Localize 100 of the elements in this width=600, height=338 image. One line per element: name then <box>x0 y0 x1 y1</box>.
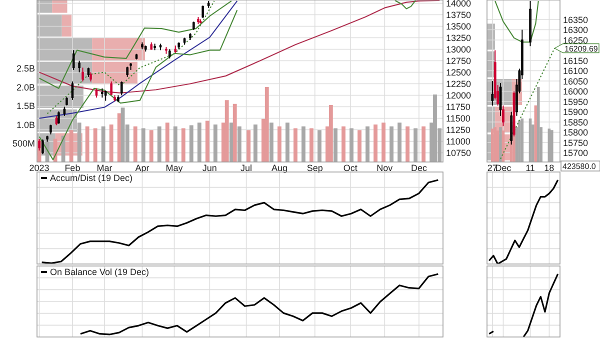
y-tick-label: 13750 <box>446 10 472 20</box>
bar <box>133 126 138 162</box>
y-tick-label: 15950 <box>563 96 588 107</box>
bar <box>165 122 170 162</box>
y-tick-label: 13500 <box>446 22 472 32</box>
x-tick-label: Jun <box>202 163 217 173</box>
bar <box>197 122 202 162</box>
bar <box>398 122 402 162</box>
y-tick-label: 15700 <box>563 148 588 158</box>
bar <box>213 124 218 162</box>
x-tick-label: Feb <box>64 163 80 173</box>
x-tick-label: Sep <box>306 163 323 173</box>
bar <box>173 126 178 162</box>
x-tick-label: 2023 <box>29 163 50 173</box>
bar <box>264 87 269 162</box>
bar <box>93 128 98 162</box>
candlestick <box>120 80 123 96</box>
bar <box>390 126 394 162</box>
text: 423580.0 <box>562 162 596 171</box>
y2-tick-label: 1.5B <box>16 101 35 112</box>
y-tick-label: 11250 <box>446 125 470 136</box>
x-tick-label: Apr <box>135 163 150 173</box>
candlestick <box>87 67 90 78</box>
bar <box>374 124 378 162</box>
y-tick-label: 16350 <box>563 14 588 25</box>
x-tick-label: Nov <box>376 163 394 173</box>
bar <box>141 128 146 162</box>
y2-tick-label: 2.5B <box>16 64 35 74</box>
x-tick-label: Aug <box>271 163 288 173</box>
candlestick <box>72 50 75 70</box>
candlestick <box>58 110 60 124</box>
legend-label: Accum/Dist (19 Dec) <box>50 173 133 183</box>
candlestick <box>491 80 494 106</box>
candlestick <box>90 72 92 82</box>
bar <box>149 130 154 162</box>
bar <box>422 126 426 162</box>
bar <box>237 126 242 162</box>
candlestick <box>82 67 84 82</box>
bar <box>334 128 338 162</box>
bar <box>366 126 370 162</box>
y-tick-label: 14000 <box>446 0 472 9</box>
x-tick-label: Dec <box>410 163 428 173</box>
candlestick <box>110 80 112 96</box>
y-tick-label: 11000 <box>446 136 470 147</box>
y-tick-label: 11750 <box>446 102 470 112</box>
bar <box>286 122 290 162</box>
bar <box>205 120 210 162</box>
y-tick-label: 12250 <box>446 79 472 90</box>
bar <box>406 126 410 162</box>
annotation: 16209.69 <box>564 44 598 54</box>
candlestick <box>101 88 104 98</box>
bar <box>318 130 322 162</box>
legend-label: On Balance Vol (19 Dec) <box>50 267 150 277</box>
bar <box>302 126 306 162</box>
bar <box>189 125 194 162</box>
bar <box>358 130 362 162</box>
candlestick <box>71 80 74 100</box>
y-tick-label: 12750 <box>446 56 472 66</box>
y2-tick-label: 500M <box>12 138 35 149</box>
x-tick-label: 18 <box>544 163 554 173</box>
bar <box>550 130 554 162</box>
bar <box>278 126 282 162</box>
y-tick-label: 15850 <box>563 117 588 128</box>
y-tick-label: 16000 <box>563 86 588 97</box>
line-series <box>494 0 539 43</box>
bar <box>499 127 502 162</box>
y-tick-label: 11500 <box>446 114 470 124</box>
bar <box>61 136 66 162</box>
bar <box>232 104 237 162</box>
y-tick-label: 13250 <box>446 33 472 44</box>
bar <box>350 128 354 162</box>
y-tick-label: 16250 <box>563 35 588 46</box>
y-tick-label: 16050 <box>563 76 588 86</box>
x-tick-label: 11 <box>526 163 535 173</box>
y2-tick-label: 2.0B <box>16 82 35 92</box>
bar <box>109 124 114 162</box>
bar <box>328 105 333 162</box>
candlestick <box>50 124 52 135</box>
bar <box>253 124 258 162</box>
candlestick <box>529 0 532 47</box>
candlestick <box>202 5 204 18</box>
x-tick-label: Dec <box>495 163 512 173</box>
bar <box>101 126 106 162</box>
bar <box>310 128 314 162</box>
y-tick-label: 13000 <box>446 44 472 55</box>
candlestick <box>78 60 80 73</box>
bar <box>536 87 540 162</box>
candlestick <box>126 66 128 78</box>
x-tick-label: Mar <box>96 163 112 173</box>
candlestick <box>502 105 504 127</box>
x-tick-label: May <box>166 163 184 173</box>
bar <box>520 118 524 162</box>
x-tick-label: Oct <box>343 163 358 173</box>
candlestick <box>499 82 502 116</box>
y-tick-label: 15800 <box>563 128 588 138</box>
candlestick <box>63 106 66 116</box>
candlestick <box>42 138 44 155</box>
y-tick-label: 12000 <box>446 90 472 101</box>
x-tick-label: Jul <box>240 163 252 173</box>
y-tick-label: 10750 <box>446 148 472 158</box>
